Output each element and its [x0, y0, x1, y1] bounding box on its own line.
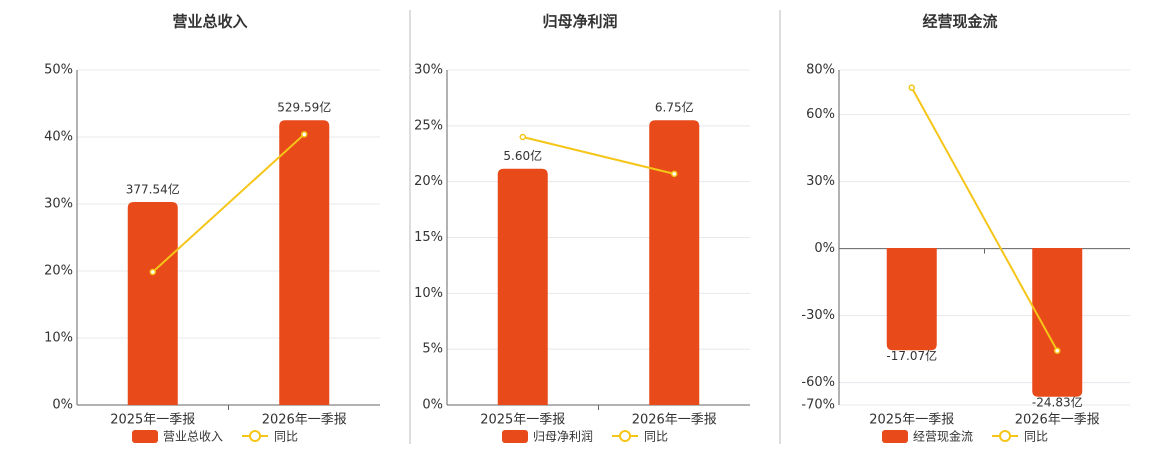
legend-marker	[249, 430, 262, 442]
y-tick-label: -70%	[801, 398, 835, 413]
value-label: -24.83亿	[1032, 394, 1083, 409]
y-tick-label: 10%	[414, 286, 443, 301]
y-tick-label: 20%	[414, 174, 443, 189]
x-tick-label: 2026年一季报	[1015, 413, 1100, 428]
legend-label: 同比	[274, 430, 298, 444]
line-point	[519, 133, 526, 141]
y-tick-label: -30%	[801, 308, 835, 323]
legend-marker	[999, 430, 1012, 442]
legend-label: 经营现金流	[913, 429, 973, 444]
legend-swatch	[502, 430, 528, 443]
y-tick-label: 20%	[44, 264, 73, 279]
bar	[1032, 247, 1083, 397]
line-point	[149, 268, 156, 276]
line	[152, 133, 305, 273]
line	[522, 136, 675, 175]
legend-swatch	[132, 430, 158, 443]
y-tick-label: 40%	[44, 130, 73, 145]
y-tick-label: -60%	[801, 375, 835, 390]
line	[910, 87, 1059, 352]
y-tick-label: 30%	[44, 197, 73, 212]
legend-marker	[619, 430, 632, 442]
line-point	[908, 84, 915, 91]
bar	[649, 120, 700, 405]
value-label: 529.59亿	[277, 100, 331, 115]
y-tick-label: 50%	[44, 63, 73, 78]
line-point	[1054, 347, 1061, 354]
y-tick-label: 0%	[814, 241, 835, 256]
value-label: -17.07亿	[886, 348, 937, 363]
chart-title: 归母净利润	[542, 13, 617, 31]
bar	[279, 120, 330, 406]
y-tick-label: 0%	[422, 398, 443, 413]
y-tick-label: 15%	[414, 230, 443, 245]
y-tick-label: 60%	[806, 107, 835, 122]
chart-title: 经营现金流	[922, 13, 997, 31]
legend-label: 营业总收入	[163, 430, 223, 444]
bar	[127, 201, 178, 405]
x-tick-label: 2025年一季报	[110, 413, 195, 428]
y-tick-label: 5%	[422, 342, 443, 357]
x-tick-label: 2026年一季报	[262, 413, 347, 428]
y-tick-label: 80%	[806, 63, 835, 78]
y-tick-label: 30%	[414, 63, 443, 78]
legend-label: 同比	[1024, 430, 1048, 444]
legend-label: 同比	[644, 430, 668, 444]
y-tick-label: 0%	[52, 398, 73, 413]
legend-swatch	[882, 430, 908, 443]
value-label: 377.54亿	[126, 181, 180, 196]
line-point	[301, 131, 308, 138]
y-tick-label: 30%	[806, 174, 835, 189]
bar	[497, 168, 548, 405]
legend-label: 归母净利润	[533, 430, 593, 444]
x-tick-label: 2025年一季报	[869, 413, 954, 428]
chart-title: 营业总收入	[172, 13, 247, 31]
y-tick-label: 10%	[44, 331, 73, 346]
y-tick-label: 25%	[414, 118, 443, 133]
line-point	[671, 170, 678, 178]
bar	[886, 247, 937, 351]
value-label: 6.75亿	[655, 100, 694, 115]
value-label: 5.60亿	[503, 148, 542, 163]
x-tick-label: 2025年一季报	[480, 413, 565, 428]
x-tick-label: 2026年一季报	[632, 413, 717, 428]
